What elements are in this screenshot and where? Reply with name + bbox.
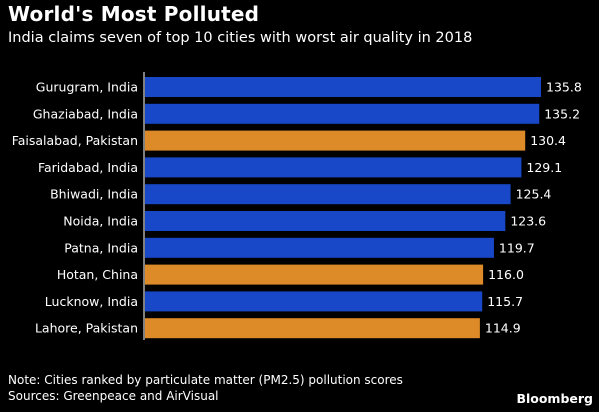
category-label: Patna, India: [64, 240, 138, 255]
value-label: 115.7: [487, 294, 523, 309]
bar: [145, 157, 522, 178]
category-label: Lucknow, India: [45, 294, 138, 309]
bar: [145, 237, 494, 258]
value-label: 114.9: [485, 321, 521, 336]
category-label: Gurugram, India: [36, 80, 138, 95]
bar: [145, 103, 540, 124]
bar: [145, 291, 483, 312]
category-label: Ghaziabad, India: [33, 106, 138, 121]
category-label: Faisalabad, Pakistan: [12, 133, 138, 148]
bar: [145, 318, 480, 339]
category-label: Noida, India: [63, 214, 138, 229]
bar: [145, 211, 506, 231]
chart-subtitle: India claims seven of top 10 cities with…: [8, 30, 473, 46]
chart-footnotes: Note: Cities ranked by particulate matte…: [8, 372, 403, 404]
chart-note: Note: Cities ranked by particulate matte…: [8, 373, 403, 387]
value-label: 130.4: [530, 133, 566, 148]
value-label: 129.1: [526, 160, 562, 175]
chart-sources: Sources: Greenpeace and AirVisual: [8, 389, 219, 403]
chart-title: World's Most Polluted: [8, 2, 260, 26]
bar: [145, 264, 484, 285]
bloomberg-logo: Bloomberg: [516, 391, 593, 406]
value-label: 135.2: [544, 106, 580, 121]
category-label: Bhiwadi, India: [50, 187, 138, 202]
value-label: 119.7: [499, 240, 535, 255]
category-label: Faridabad, India: [38, 160, 138, 175]
bar: [145, 130, 526, 151]
value-label: 116.0: [488, 267, 524, 282]
category-label: Lahore, Pakistan: [35, 321, 138, 336]
bar: [145, 184, 511, 205]
value-label: 123.6: [510, 214, 546, 229]
category-label: Hotan, China: [57, 267, 138, 282]
value-label: 125.4: [516, 187, 552, 202]
bar: [145, 77, 541, 97]
value-label: 135.8: [546, 80, 582, 95]
